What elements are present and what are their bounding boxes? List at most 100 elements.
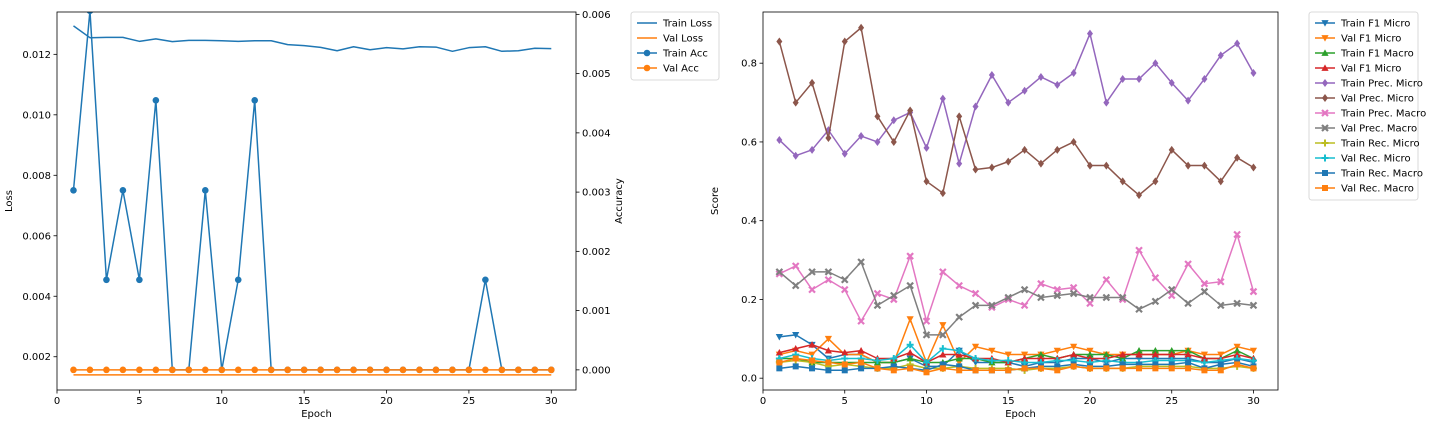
legend-entry-val-rec-macro: Val Rec. Macro: [1315, 184, 1414, 195]
data-point: [906, 252, 914, 260]
data-point: [939, 361, 946, 368]
legend-label: Val F1 Micro: [1341, 34, 1401, 45]
y-tick-label: 0.2: [741, 295, 757, 306]
x-tick-label: 10: [215, 396, 228, 407]
data-point: [922, 358, 930, 366]
data-point: [1053, 356, 1061, 364]
x-tick-label: 20: [380, 396, 393, 407]
data-point: [858, 23, 865, 32]
data-point: [482, 276, 489, 284]
y-tick-label: 0.002: [22, 352, 51, 363]
data-point: [956, 159, 963, 168]
data-point: [824, 275, 833, 284]
series-val-prec-macro: [775, 258, 1258, 339]
data-point: [1037, 293, 1045, 302]
data-point: [988, 163, 995, 172]
data-point: [956, 112, 963, 121]
data-point: [1217, 51, 1224, 60]
data-point: [923, 177, 930, 186]
legend-entry-val-f1-micro: Val F1 Micro: [1315, 34, 1401, 45]
data-point: [841, 361, 848, 368]
data-point: [1200, 354, 1209, 362]
data-point: [956, 367, 963, 374]
data-point: [1086, 299, 1094, 308]
data-point: [251, 96, 259, 104]
data-point: [971, 289, 980, 298]
data-point: [1136, 361, 1143, 368]
data-point: [808, 268, 816, 276]
data-point: [1201, 161, 1208, 170]
data-point: [857, 317, 865, 325]
legend-marker: [1321, 35, 1329, 42]
legend-marker: [1322, 94, 1328, 102]
series-line-train-prec-macro: [779, 233, 1255, 322]
series-train-acc: [70, 12, 555, 374]
data-point: [1119, 354, 1127, 362]
data-point: [234, 276, 242, 284]
data-point: [1054, 145, 1061, 154]
data-point: [792, 345, 800, 352]
data-point: [1184, 347, 1192, 354]
data-point: [809, 357, 816, 364]
data-point: [841, 149, 848, 158]
data-point: [906, 316, 914, 323]
data-point: [906, 354, 914, 362]
series-val-rec-macro: [776, 355, 1257, 376]
data-point: [1102, 275, 1111, 284]
data-point: [874, 137, 881, 146]
data-point: [825, 367, 832, 374]
data-point: [1054, 80, 1061, 89]
data-point: [955, 281, 963, 290]
legend-label: Train F1 Micro: [1340, 19, 1410, 30]
data-point: [825, 359, 832, 366]
legend-entry-train-loss: Train Loss: [637, 19, 712, 30]
y-tick-label: 0.008: [22, 171, 51, 182]
data-point: [251, 366, 259, 374]
data-point: [923, 143, 930, 152]
data-point: [775, 268, 784, 276]
x-tick-label: 30: [545, 396, 558, 407]
data-point: [1037, 159, 1044, 168]
data-point: [988, 71, 995, 79]
data-point: [922, 317, 931, 325]
legend-entry-val-loss: Val Loss: [637, 34, 703, 45]
loss-accuracy-chart: 0 5 10 15 20 25 30 0.002 0.004 0.006 0.008 0.010 0.0…: [4, 10, 720, 420]
legend-label: Val Rec. Macro: [1341, 184, 1414, 195]
data-point: [1200, 279, 1209, 288]
legend-label: Train Rec. Macro: [1340, 169, 1423, 180]
data-point: [1004, 356, 1012, 364]
data-point: [152, 96, 160, 104]
data-point: [1070, 363, 1077, 370]
data-point: [1119, 177, 1126, 186]
data-point: [1054, 367, 1061, 374]
data-point: [1020, 301, 1029, 310]
data-point: [1119, 361, 1126, 368]
y2-tick-label: 0.006: [582, 10, 611, 21]
data-point: [1037, 354, 1045, 362]
legend-entry-val-f1-micro: Val F1 Micro: [1315, 64, 1401, 75]
data-point: [873, 301, 882, 310]
data-point: [841, 367, 848, 374]
data-point: [1070, 69, 1077, 78]
y-tick-label: 0.010: [22, 110, 51, 121]
data-point: [988, 356, 996, 364]
series-line-train-loss: [73, 25, 552, 53]
data-point: [1119, 350, 1127, 358]
data-point: [939, 189, 946, 198]
data-point: [1249, 347, 1258, 355]
legend-entry-train-rec-micro: Train Rec. Micro: [1315, 139, 1420, 150]
legend-marker: [643, 64, 651, 72]
data-point: [185, 366, 193, 374]
data-point: [1217, 177, 1224, 186]
data-point: [1233, 347, 1241, 354]
legend-label: Val Prec. Micro: [1341, 94, 1414, 105]
legend-entry-train-rec-macro: Train Rec. Macro: [1315, 169, 1423, 180]
data-point: [1069, 283, 1078, 292]
plot-frame: [56, 11, 577, 391]
x-tick-label: 15: [298, 396, 311, 407]
data-point: [1168, 347, 1176, 354]
data-point: [1151, 274, 1160, 282]
data-point: [858, 365, 865, 372]
data-point: [1135, 246, 1143, 254]
